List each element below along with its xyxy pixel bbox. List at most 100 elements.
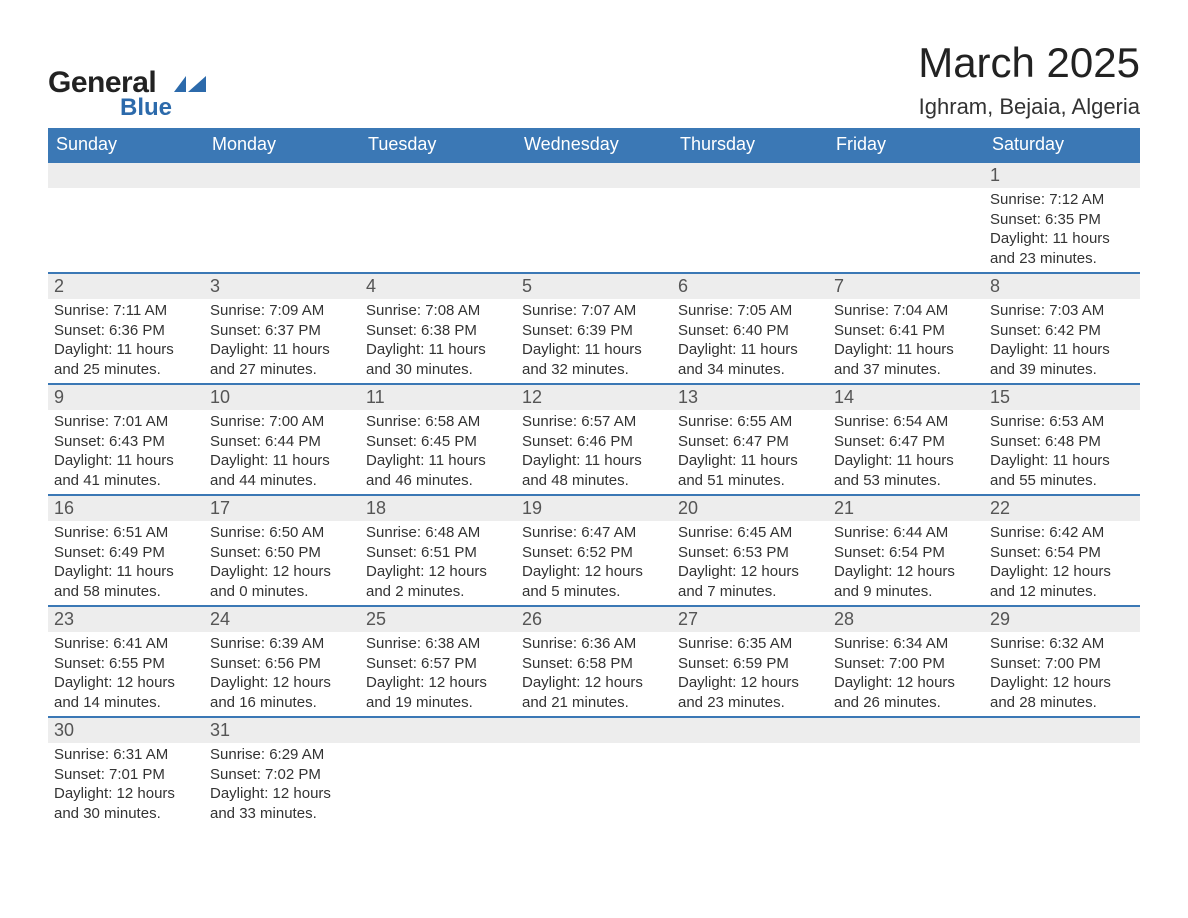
- day-detail: Sunrise: 6:57 AMSunset: 6:46 PMDaylight:…: [516, 410, 672, 494]
- daylight2-text: and 25 minutes.: [54, 360, 198, 380]
- daylight2-text: and 53 minutes.: [834, 471, 978, 491]
- sunrise-text: Sunrise: 7:03 AM: [990, 301, 1134, 321]
- sunrise-text: Sunrise: 6:35 AM: [678, 634, 822, 654]
- day-detail-cell: Sunrise: 7:11 AMSunset: 6:36 PMDaylight:…: [48, 299, 204, 384]
- day-number: 8: [984, 274, 1140, 299]
- day-cell: [984, 717, 1140, 743]
- sunset-text: Sunset: 6:58 PM: [522, 654, 666, 674]
- daylight2-text: and 58 minutes.: [54, 582, 198, 602]
- daylight1-text: Daylight: 12 hours: [522, 673, 666, 693]
- sunrise-text: Sunrise: 6:36 AM: [522, 634, 666, 654]
- day-detail: Sunrise: 7:01 AMSunset: 6:43 PMDaylight:…: [48, 410, 204, 494]
- day-cell: [672, 162, 828, 188]
- sunrise-text: Sunrise: 7:05 AM: [678, 301, 822, 321]
- week-detail-row: Sunrise: 7:11 AMSunset: 6:36 PMDaylight:…: [48, 299, 1140, 384]
- sunset-text: Sunset: 6:53 PM: [678, 543, 822, 563]
- daylight1-text: Daylight: 11 hours: [366, 451, 510, 471]
- day-detail-cell: [828, 188, 984, 273]
- day-cell: 3: [204, 273, 360, 299]
- daylight2-text: and 12 minutes.: [990, 582, 1134, 602]
- day-detail: Sunrise: 6:31 AMSunset: 7:01 PMDaylight:…: [48, 743, 204, 827]
- day-cell: 18: [360, 495, 516, 521]
- day-detail-cell: [204, 188, 360, 273]
- day-detail-cell: Sunrise: 7:12 AMSunset: 6:35 PMDaylight:…: [984, 188, 1140, 273]
- daylight2-text: and 19 minutes.: [366, 693, 510, 713]
- day-cell: 10: [204, 384, 360, 410]
- sunrise-text: Sunrise: 6:51 AM: [54, 523, 198, 543]
- day-number: 9: [48, 385, 204, 410]
- day-cell: [828, 162, 984, 188]
- day-number: 4: [360, 274, 516, 299]
- day-cell: 24: [204, 606, 360, 632]
- day-number: 19: [516, 496, 672, 521]
- day-number: 24: [204, 607, 360, 632]
- daylight1-text: Daylight: 11 hours: [54, 451, 198, 471]
- day-detail: Sunrise: 6:39 AMSunset: 6:56 PMDaylight:…: [204, 632, 360, 716]
- title-block: March 2025 Ighram, Bejaia, Algeria: [918, 40, 1140, 120]
- day-number: [828, 163, 984, 187]
- day-detail-cell: Sunrise: 6:54 AMSunset: 6:47 PMDaylight:…: [828, 410, 984, 495]
- daylight2-text: and 14 minutes.: [54, 693, 198, 713]
- day-detail-cell: Sunrise: 6:58 AMSunset: 6:45 PMDaylight:…: [360, 410, 516, 495]
- day-number: [360, 718, 516, 742]
- day-detail: Sunrise: 7:08 AMSunset: 6:38 PMDaylight:…: [360, 299, 516, 383]
- week-detail-row: Sunrise: 6:41 AMSunset: 6:55 PMDaylight:…: [48, 632, 1140, 717]
- daylight2-text: and 44 minutes.: [210, 471, 354, 491]
- sunrise-text: Sunrise: 7:00 AM: [210, 412, 354, 432]
- daylight2-text: and 5 minutes.: [522, 582, 666, 602]
- sunset-text: Sunset: 7:00 PM: [990, 654, 1134, 674]
- day-cell: 21: [828, 495, 984, 521]
- sunset-text: Sunset: 6:36 PM: [54, 321, 198, 341]
- day-detail-cell: Sunrise: 6:35 AMSunset: 6:59 PMDaylight:…: [672, 632, 828, 717]
- day-number: 21: [828, 496, 984, 521]
- day-cell: [672, 717, 828, 743]
- day-detail-cell: Sunrise: 7:08 AMSunset: 6:38 PMDaylight:…: [360, 299, 516, 384]
- day-cell: 26: [516, 606, 672, 632]
- daylight2-text: and 16 minutes.: [210, 693, 354, 713]
- sunset-text: Sunset: 6:50 PM: [210, 543, 354, 563]
- day-detail-cell: Sunrise: 7:04 AMSunset: 6:41 PMDaylight:…: [828, 299, 984, 384]
- sunset-text: Sunset: 6:38 PM: [366, 321, 510, 341]
- sunrise-text: Sunrise: 7:12 AM: [990, 190, 1134, 210]
- day-number: 23: [48, 607, 204, 632]
- day-cell: 1: [984, 162, 1140, 188]
- day-detail-cell: Sunrise: 6:50 AMSunset: 6:50 PMDaylight:…: [204, 521, 360, 606]
- daylight2-text: and 23 minutes.: [990, 249, 1134, 269]
- day-detail: [204, 188, 360, 266]
- day-detail: [672, 188, 828, 266]
- day-number: [48, 163, 204, 187]
- sunrise-text: Sunrise: 6:58 AM: [366, 412, 510, 432]
- daylight1-text: Daylight: 12 hours: [366, 562, 510, 582]
- sunset-text: Sunset: 6:39 PM: [522, 321, 666, 341]
- day-cell: 30: [48, 717, 204, 743]
- weekday-header: Saturday: [984, 128, 1140, 162]
- daylight2-text: and 9 minutes.: [834, 582, 978, 602]
- day-number: 16: [48, 496, 204, 521]
- day-detail: Sunrise: 7:04 AMSunset: 6:41 PMDaylight:…: [828, 299, 984, 383]
- day-cell: [360, 717, 516, 743]
- day-detail-cell: [672, 743, 828, 827]
- daylight1-text: Daylight: 12 hours: [990, 562, 1134, 582]
- day-cell: 29: [984, 606, 1140, 632]
- location-label: Ighram, Bejaia, Algeria: [918, 94, 1140, 120]
- weekday-row: Sunday Monday Tuesday Wednesday Thursday…: [48, 128, 1140, 162]
- daylight1-text: Daylight: 11 hours: [210, 340, 354, 360]
- daylight2-text: and 46 minutes.: [366, 471, 510, 491]
- day-cell: 19: [516, 495, 672, 521]
- day-detail-cell: Sunrise: 6:42 AMSunset: 6:54 PMDaylight:…: [984, 521, 1140, 606]
- day-cell: [360, 162, 516, 188]
- day-number: [672, 718, 828, 742]
- day-number: 30: [48, 718, 204, 743]
- day-detail: Sunrise: 7:00 AMSunset: 6:44 PMDaylight:…: [204, 410, 360, 494]
- day-detail: Sunrise: 6:54 AMSunset: 6:47 PMDaylight:…: [828, 410, 984, 494]
- daylight1-text: Daylight: 11 hours: [522, 340, 666, 360]
- day-cell: 6: [672, 273, 828, 299]
- sunrise-text: Sunrise: 6:55 AM: [678, 412, 822, 432]
- day-detail-cell: Sunrise: 6:41 AMSunset: 6:55 PMDaylight:…: [48, 632, 204, 717]
- day-cell: 14: [828, 384, 984, 410]
- day-number: 29: [984, 607, 1140, 632]
- daylight1-text: Daylight: 11 hours: [990, 229, 1134, 249]
- daylight1-text: Daylight: 11 hours: [990, 340, 1134, 360]
- daylight1-text: Daylight: 11 hours: [678, 340, 822, 360]
- day-cell: 28: [828, 606, 984, 632]
